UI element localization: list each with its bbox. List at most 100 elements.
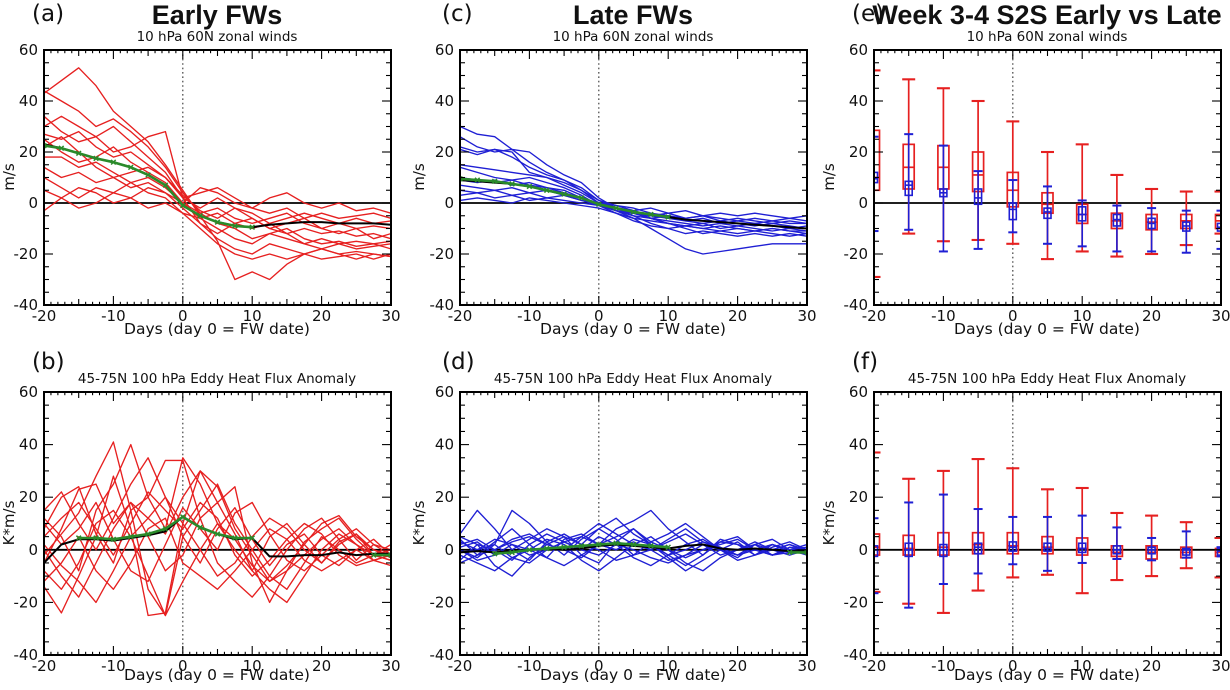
ensemble-member-line [44,470,391,583]
ensemble-member-line [44,187,391,240]
svg-text:40: 40 [435,436,454,454]
plot-content [44,67,391,281]
svg-text:0: 0 [1008,307,1018,325]
svg-text:10: 10 [1073,307,1092,325]
panel-e-xaxis-title: Days (day 0 = FW date) [954,320,1140,338]
svg-text:0: 0 [858,194,868,212]
svg-text:20: 20 [19,488,38,506]
svg-text:-10: -10 [931,657,956,675]
column-title-late: Late FWs [572,0,693,30]
column-title-s2s: Week 3-4 S2S Early vs Late [872,0,1222,30]
ensemble-member-line [44,115,391,240]
svg-text:-10: -10 [101,307,126,325]
svg-text:-20: -20 [32,307,57,325]
ensemble-member-line [44,501,391,604]
panel-a-subtitle: 10 hPa 60N zonal winds [136,29,298,45]
svg-text:20: 20 [435,488,454,506]
svg-text:0: 0 [1008,657,1018,675]
panel-f-subtitle: 45-75N 100 hPa Eddy Heat Flux Anomaly [907,371,1187,387]
box-early [874,69,1221,279]
panel-c-subtitle: 10 hPa 60N zonal winds [552,29,714,45]
svg-text:0: 0 [28,194,38,212]
svg-text:60: 60 [435,383,454,401]
panel-d-xaxis-title: Days (day 0 = FW date) [540,666,726,684]
svg-text:-40: -40 [14,296,39,314]
ensemble-member-line [44,156,391,230]
svg-text:60: 60 [19,41,38,59]
ensemble-member-line [460,541,807,567]
svg-text:40: 40 [435,92,454,110]
column-title-early: Early FWs [151,0,283,30]
axis-frame [43,49,392,306]
axis-frame [43,391,392,656]
ensemble-member-line [460,509,807,567]
svg-text:0: 0 [178,657,188,675]
svg-text:-20: -20 [844,593,869,611]
ensemble-member-line [460,189,807,219]
ensemble-member-line [44,176,391,260]
plot-content [460,125,807,255]
panel-b-letter: (b) [32,349,65,375]
axis-frame [873,391,1222,656]
ensemble-member-line [44,496,391,590]
axis-frame [459,391,808,656]
panel-c-letter: (c) [442,1,473,27]
plot-content [874,451,1221,614]
svg-text:20: 20 [312,307,331,325]
panel-a-letter: (a) [32,1,65,27]
svg-text:-10: -10 [931,307,956,325]
ensemble-member-lines [460,125,807,255]
ensemble-member-line [460,197,807,235]
ensemble-member-line [460,148,807,255]
svg-text:40: 40 [19,436,38,454]
svg-text:10: 10 [1073,657,1092,675]
svg-text:10: 10 [659,307,678,325]
svg-text:-20: -20 [844,245,869,263]
ensemble-member-line [44,441,391,617]
panel-f-letter: (f) [852,349,879,375]
panel-b-subtitle: 45-75N 100 hPa Eddy Heat Flux Anomaly [77,371,357,387]
svg-text:-20: -20 [32,657,57,675]
svg-text:30: 30 [381,307,400,325]
svg-text:-20: -20 [14,245,39,263]
ensemble-member-line [44,67,391,281]
ensemble-member-lines [44,441,391,617]
svg-text:-40: -40 [844,296,869,314]
svg-text:20: 20 [312,657,331,675]
svg-text:40: 40 [849,92,868,110]
svg-text:0: 0 [444,194,454,212]
s2s-mean-line [491,540,807,557]
ensemble-member-line [44,90,391,250]
box-late [874,133,1221,254]
svg-text:20: 20 [728,657,747,675]
svg-text:-20: -20 [430,245,455,263]
svg-text:60: 60 [19,383,38,401]
svg-text:40: 40 [849,436,868,454]
panel-b-xaxis-title: Days (day 0 = FW date) [124,666,310,684]
svg-text:60: 60 [849,383,868,401]
panel-d-subtitle: 45-75N 100 hPa Eddy Heat Flux Anomaly [493,371,773,387]
svg-text:-40: -40 [430,646,455,664]
ensemble-member-line [44,166,391,258]
ensemble-member-line [44,501,391,583]
svg-text:20: 20 [849,488,868,506]
panel-e-letter: (e) [852,1,885,27]
plot-content [44,441,391,617]
svg-text:10: 10 [243,307,262,325]
svg-text:10: 10 [659,657,678,675]
ensemble-member-line [44,115,391,245]
s2s-mean-line [75,514,391,558]
svg-text:-20: -20 [448,657,473,675]
box-late [874,493,1221,609]
svg-text:-10: -10 [101,657,126,675]
panel-d-letter: (d) [442,349,475,375]
svg-text:20: 20 [1142,657,1161,675]
